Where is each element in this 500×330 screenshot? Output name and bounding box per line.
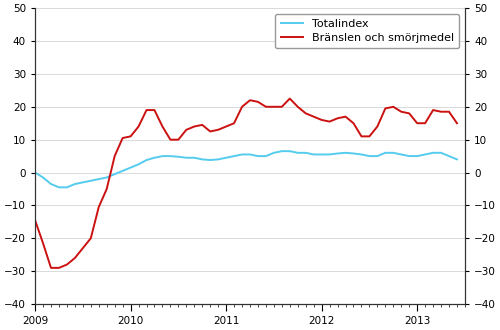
Totalindex — [454, 157, 460, 161]
Totalindex — [334, 151, 340, 155]
Bränslen och smörjmedel — [302, 112, 308, 115]
Bränslen och smörjmedel — [334, 116, 340, 120]
Totalindex — [112, 172, 117, 176]
Bränslen och smörjmedel — [112, 154, 117, 158]
Totalindex — [295, 151, 301, 155]
Line: Totalindex: Totalindex — [35, 151, 457, 187]
Bränslen och smörjmedel — [454, 121, 460, 125]
Bränslen och smörjmedel — [48, 266, 54, 270]
Legend: Totalindex, Bränslen och smörjmedel: Totalindex, Bränslen och smörjmedel — [275, 14, 460, 48]
Bränslen och smörjmedel — [199, 123, 205, 127]
Totalindex — [199, 157, 205, 161]
Totalindex — [279, 149, 285, 153]
Bränslen och smörjmedel — [271, 105, 277, 109]
Totalindex — [271, 151, 277, 155]
Bränslen och smörjmedel — [287, 97, 293, 101]
Totalindex — [302, 151, 308, 155]
Totalindex — [32, 171, 38, 175]
Totalindex — [56, 185, 62, 189]
Bränslen och smörjmedel — [295, 105, 301, 109]
Line: Bränslen och smörjmedel: Bränslen och smörjmedel — [35, 99, 457, 268]
Bränslen och smörjmedel — [32, 218, 38, 222]
